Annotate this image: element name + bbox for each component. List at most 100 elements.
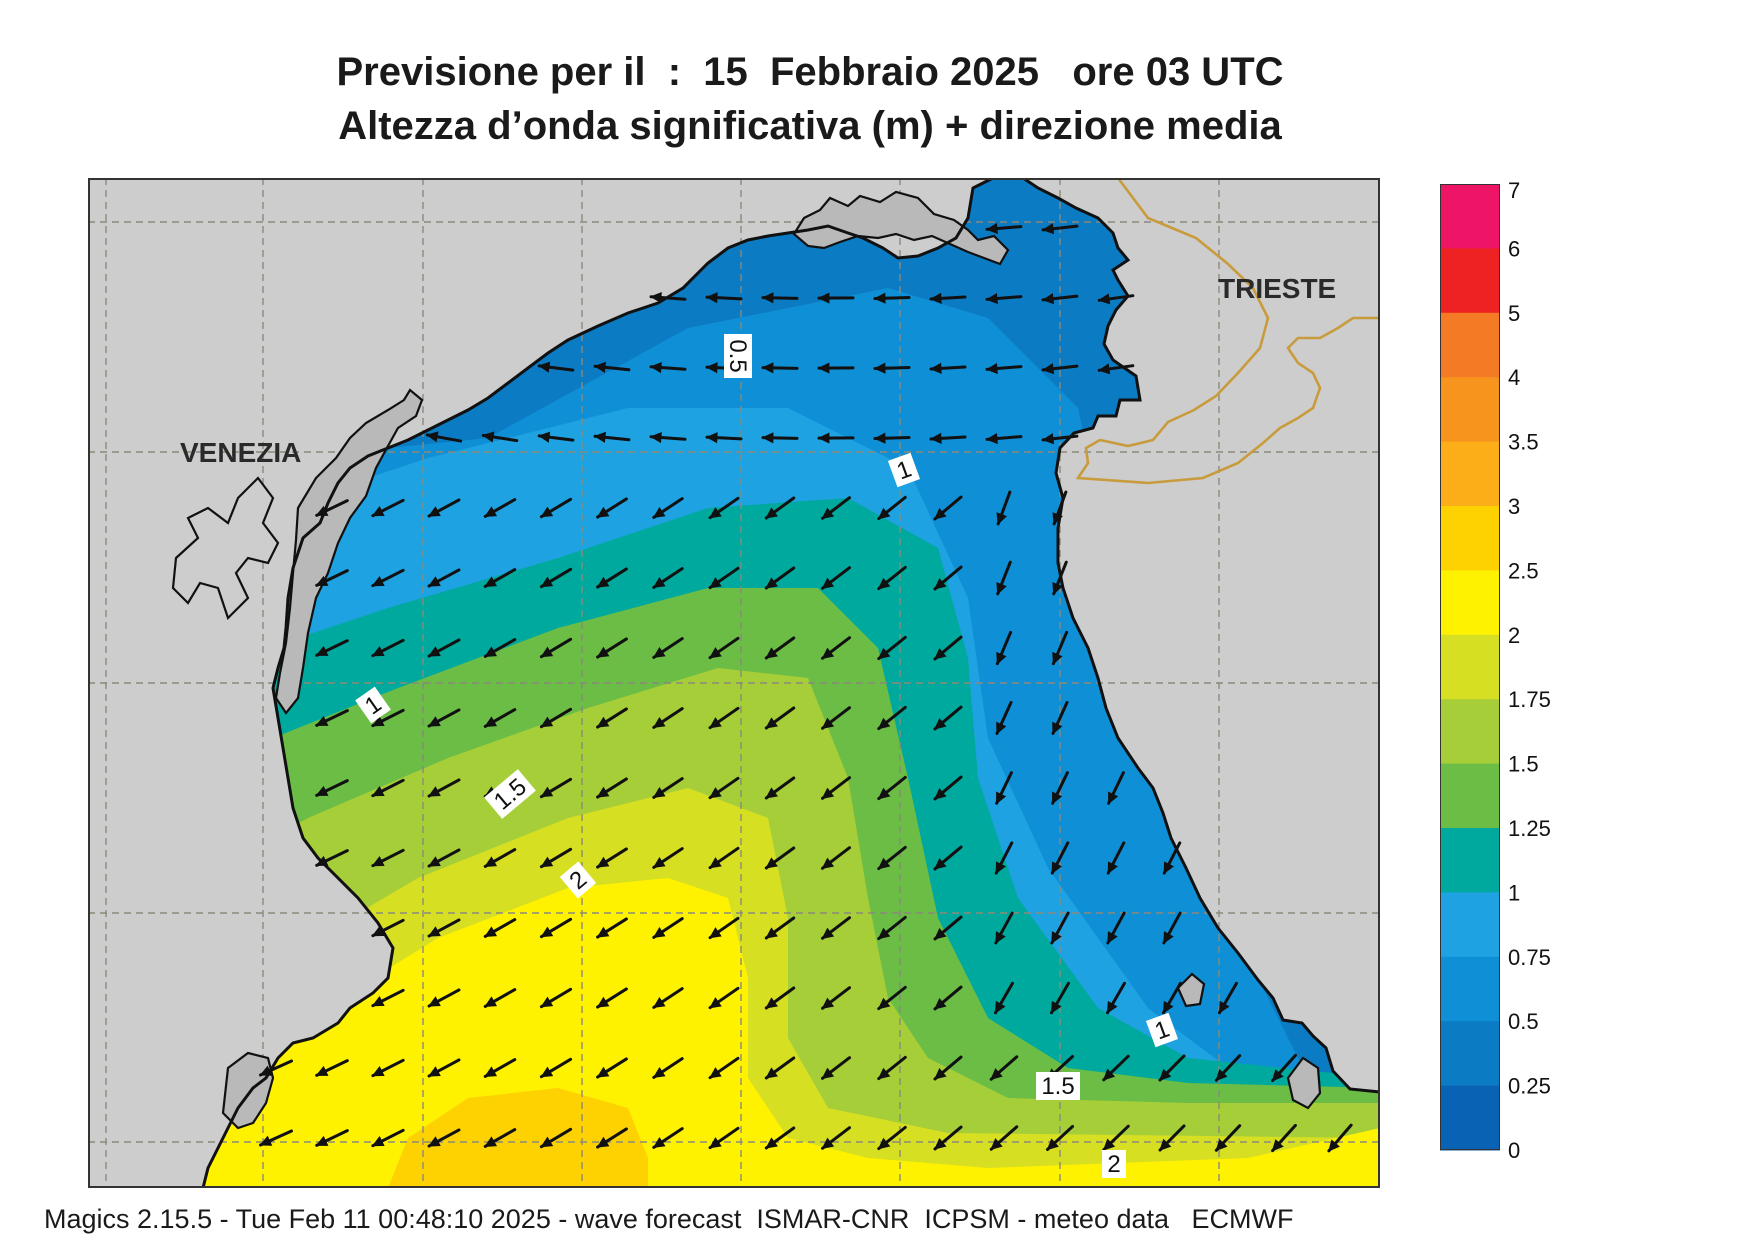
wave-direction-arrowhead: [540, 856, 554, 868]
wave-direction-arrowhead: [1271, 1069, 1284, 1082]
wave-direction-arrowhead: [990, 1068, 1003, 1080]
wave-direction-arrowhead: [484, 856, 498, 867]
city-label-trieste: TRIESTE: [1218, 273, 1336, 304]
wave-direction-arrowhead: [709, 1067, 722, 1079]
wave-direction-arrowhead: [593, 361, 607, 373]
wave-direction-arrowhead: [1108, 791, 1119, 805]
wave-direction-arrowhead: [649, 361, 662, 374]
wave-direction-arrowhead: [1215, 1068, 1228, 1082]
wave-direction-arrowhead: [996, 651, 1007, 665]
wave-direction-arrowhead: [371, 1136, 385, 1147]
wave-direction-arrowhead: [540, 996, 554, 1008]
wave-direction-arrowhead: [596, 786, 610, 798]
wave-direction-arrowhead: [705, 432, 718, 444]
wave-direction-arrowhead: [877, 1067, 891, 1080]
color-legend-tick-label: 0.25: [1508, 1074, 1551, 1099]
wave-direction-arrowhead: [428, 716, 441, 727]
wave-direction-arrowhead: [817, 432, 830, 444]
color-legend-tick-label: 0: [1508, 1138, 1520, 1163]
wave-direction-arrowhead: [652, 1136, 666, 1149]
wave-direction-arrowhead: [428, 1136, 441, 1147]
wave-direction-arrowhead: [877, 647, 891, 660]
wave-direction-arrowhead: [428, 926, 441, 937]
wave-direction-arrowhead: [484, 576, 498, 587]
wave-direction-arrowhead: [652, 856, 666, 869]
wave-direction-arrowhead: [315, 855, 329, 866]
wave-direction-arrowhead: [1052, 651, 1063, 665]
wave-direction-arrowhead: [1218, 1000, 1230, 1014]
color-legend-band: [1440, 570, 1500, 636]
wave-direction-arrowhead: [652, 716, 666, 729]
wave-direction-arrowhead: [995, 931, 1006, 944]
wave-direction-arrowhead: [995, 861, 1006, 875]
wave-direction-arrowhead: [484, 716, 498, 727]
wave-direction-arrowhead: [371, 926, 385, 937]
wave-direction-arrowhead: [315, 715, 329, 726]
wave-direction-arrowhead: [996, 582, 1007, 595]
color-legend-tick-label: 5: [1508, 301, 1520, 326]
wave-direction-arrowhead: [1163, 861, 1174, 875]
wave-direction-arrowhead: [1041, 293, 1055, 305]
wave-direction-arrowhead: [596, 1136, 610, 1148]
wave-direction-arrowhead: [1215, 1138, 1228, 1152]
wave-direction-arrowhead: [428, 856, 441, 867]
color-legend-band: [1440, 956, 1500, 1022]
color-legend-tick-label: 1: [1508, 880, 1520, 905]
title-line-1: Previsione per il : 15 Febbraio 2025 ore…: [336, 50, 1284, 94]
wave-direction-arrowhead: [540, 716, 554, 728]
wave-direction-arrowhead: [1052, 512, 1063, 526]
wave-direction-arrowhead: [1271, 1139, 1284, 1152]
contour-label-bg: [559, 861, 597, 899]
wave-direction-arrowhead: [929, 362, 942, 374]
wave-direction-arrowhead: [934, 507, 947, 520]
color-legend-band: [1440, 1021, 1500, 1087]
wave-direction-arrowhead: [1051, 931, 1062, 944]
title-line-2: Altezza d’onda significativa (m) + direz…: [338, 104, 1282, 148]
wave-direction-arrowhead: [765, 857, 778, 869]
wave-direction-arrowhead: [877, 997, 891, 1010]
wave-direction-arrowhead: [765, 507, 778, 519]
wave-direction-arrowhead: [877, 787, 891, 800]
wave-direction-arrowhead: [990, 1138, 1003, 1150]
wave-direction-arrowhead: [877, 1137, 891, 1150]
wave-direction-arrowhead: [709, 927, 722, 939]
wave-direction-arrowhead: [540, 1066, 554, 1078]
wave-direction-arrowhead: [934, 1067, 947, 1080]
wave-direction-arrowhead: [705, 362, 718, 374]
wave-direction-arrowhead: [652, 996, 666, 1009]
wave-direction-arrowhead: [705, 292, 718, 304]
wave-direction-arrowhead: [540, 576, 554, 588]
wave-direction-arrowhead: [821, 647, 835, 660]
wave-direction-arrowhead: [817, 292, 830, 304]
wave-direction-arrowhead: [484, 506, 498, 517]
wave-direction-arrowhead: [371, 786, 385, 797]
contour-label: 2: [1107, 1151, 1120, 1178]
wave-direction-arrowhead: [765, 1137, 778, 1149]
wave-direction-arrowhead: [1328, 1139, 1340, 1152]
wave-direction-arrowhead: [709, 507, 722, 519]
wave-direction-arrowhead: [652, 1066, 666, 1079]
wave-direction-arrowhead: [540, 786, 554, 798]
wave-direction-arrowhead: [596, 926, 610, 938]
wave-direction-arrowhead: [371, 996, 385, 1007]
wave-direction-arrowhead: [1051, 861, 1062, 875]
wave-direction-arrowhead: [821, 927, 835, 940]
wave-direction-arrowhead: [540, 506, 554, 518]
wave-direction-arrowhead: [765, 997, 778, 1009]
color-legend-tick-label: 2.5: [1508, 558, 1539, 583]
wave-direction-arrowhead: [709, 577, 722, 589]
wave-direction-arrowhead: [1106, 1000, 1118, 1014]
wave-direction-arrowhead: [765, 1067, 778, 1079]
wave-direction-arrowhead: [652, 506, 666, 519]
wave-direction-arrowhead: [596, 716, 610, 728]
color-legend-tick-label: 0.75: [1508, 945, 1551, 970]
wave-direction-arrowhead: [873, 362, 886, 374]
color-legend-band: [1440, 184, 1500, 249]
wave-direction-arrowhead: [596, 996, 610, 1008]
wave-direction-arrowhead: [934, 787, 947, 800]
wave-direction-arrowhead: [1050, 1000, 1062, 1014]
wave-direction-arrowhead: [821, 1067, 835, 1080]
wave-direction-arrowhead: [1163, 931, 1174, 944]
wave-direction-arrowhead: [426, 431, 439, 443]
color-legend-band: [1440, 377, 1500, 443]
